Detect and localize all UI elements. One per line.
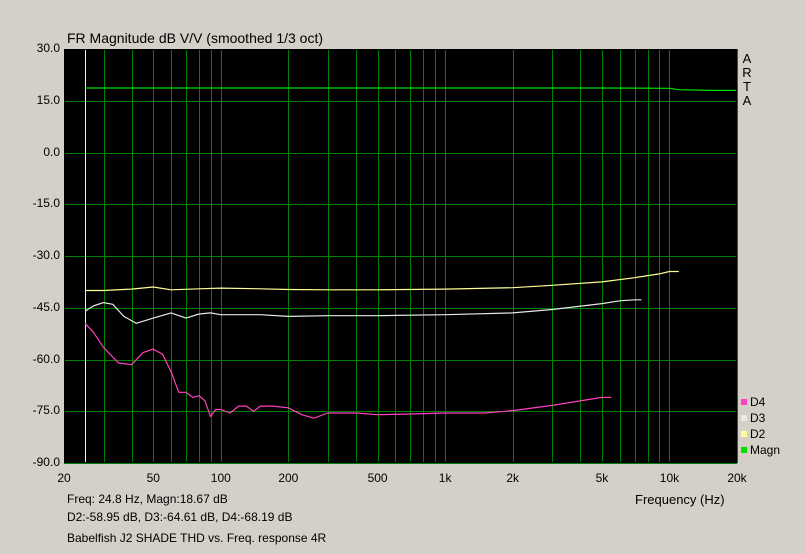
- legend-swatch: [741, 415, 747, 421]
- arta-letter: A: [742, 93, 752, 108]
- y-tick-label: -30.0: [32, 248, 60, 262]
- series-line-d2: [85, 270, 679, 292]
- x-tick-label: 50: [146, 471, 160, 485]
- series-line-magn: [85, 87, 737, 92]
- x-tick-label: 20k: [727, 471, 747, 485]
- legend-label: D2: [750, 427, 766, 441]
- legend-label: D4: [750, 395, 766, 409]
- y-tick-label: 15.0: [36, 92, 60, 107]
- legend-swatch: [741, 399, 747, 405]
- y-tick-label: -45.0: [32, 299, 60, 314]
- distortion-readout: D2:-58.95 dB, D3:-64.61 dB, D4:-68.19 dB: [67, 510, 293, 524]
- arta-logo: A R T A: [740, 52, 754, 108]
- plot-border: [64, 49, 737, 463]
- arta-letter: R: [742, 65, 752, 80]
- x-axis-title: Frequency (Hz): [635, 492, 725, 507]
- x-tick-label: 10k: [659, 471, 680, 485]
- y-tick-label: -60.0: [32, 351, 60, 366]
- x-tick-label: 2k: [506, 471, 519, 485]
- legend-item[interactable]: D4: [741, 394, 780, 410]
- y-tick-label: -15.0: [32, 196, 60, 211]
- series-line-d3: [84, 299, 642, 324]
- series-line-d4: [84, 322, 612, 419]
- x-tick-label: 500: [367, 471, 388, 485]
- cursor-readout: Freq: 24.8 Hz, Magn:18.67 dB: [67, 492, 228, 506]
- legend-item[interactable]: D2: [741, 426, 780, 442]
- x-tick-label: 100: [210, 471, 231, 485]
- legend-label: Magn: [750, 443, 781, 457]
- y-tick-label: 0.0: [43, 144, 60, 159]
- chart-title: FR Magnitude dB V/V (smoothed 1/3 oct): [67, 30, 324, 46]
- x-tick-label: 1k: [438, 471, 452, 485]
- measurement-description: Babelfish J2 SHADE THD vs. Freq. respons…: [67, 531, 327, 545]
- legend-label: D3: [750, 411, 766, 425]
- arta-letter: T: [743, 79, 751, 94]
- arta-letter: A: [742, 51, 752, 66]
- legend-swatch: [741, 431, 747, 437]
- x-tick-label: 20: [57, 471, 71, 485]
- x-tick-label: 200: [278, 471, 299, 485]
- x-tick-label: 5k: [595, 471, 609, 485]
- legend-swatch: [741, 447, 747, 453]
- y-tick-label: -90.0: [32, 455, 60, 469]
- legend: D4 D3 D2 Magn: [741, 394, 780, 458]
- y-tick-label: 30.0: [36, 41, 60, 55]
- legend-item[interactable]: D3: [741, 410, 780, 426]
- legend-item[interactable]: Magn: [741, 442, 780, 458]
- y-tick-label: -75.0: [32, 403, 60, 418]
